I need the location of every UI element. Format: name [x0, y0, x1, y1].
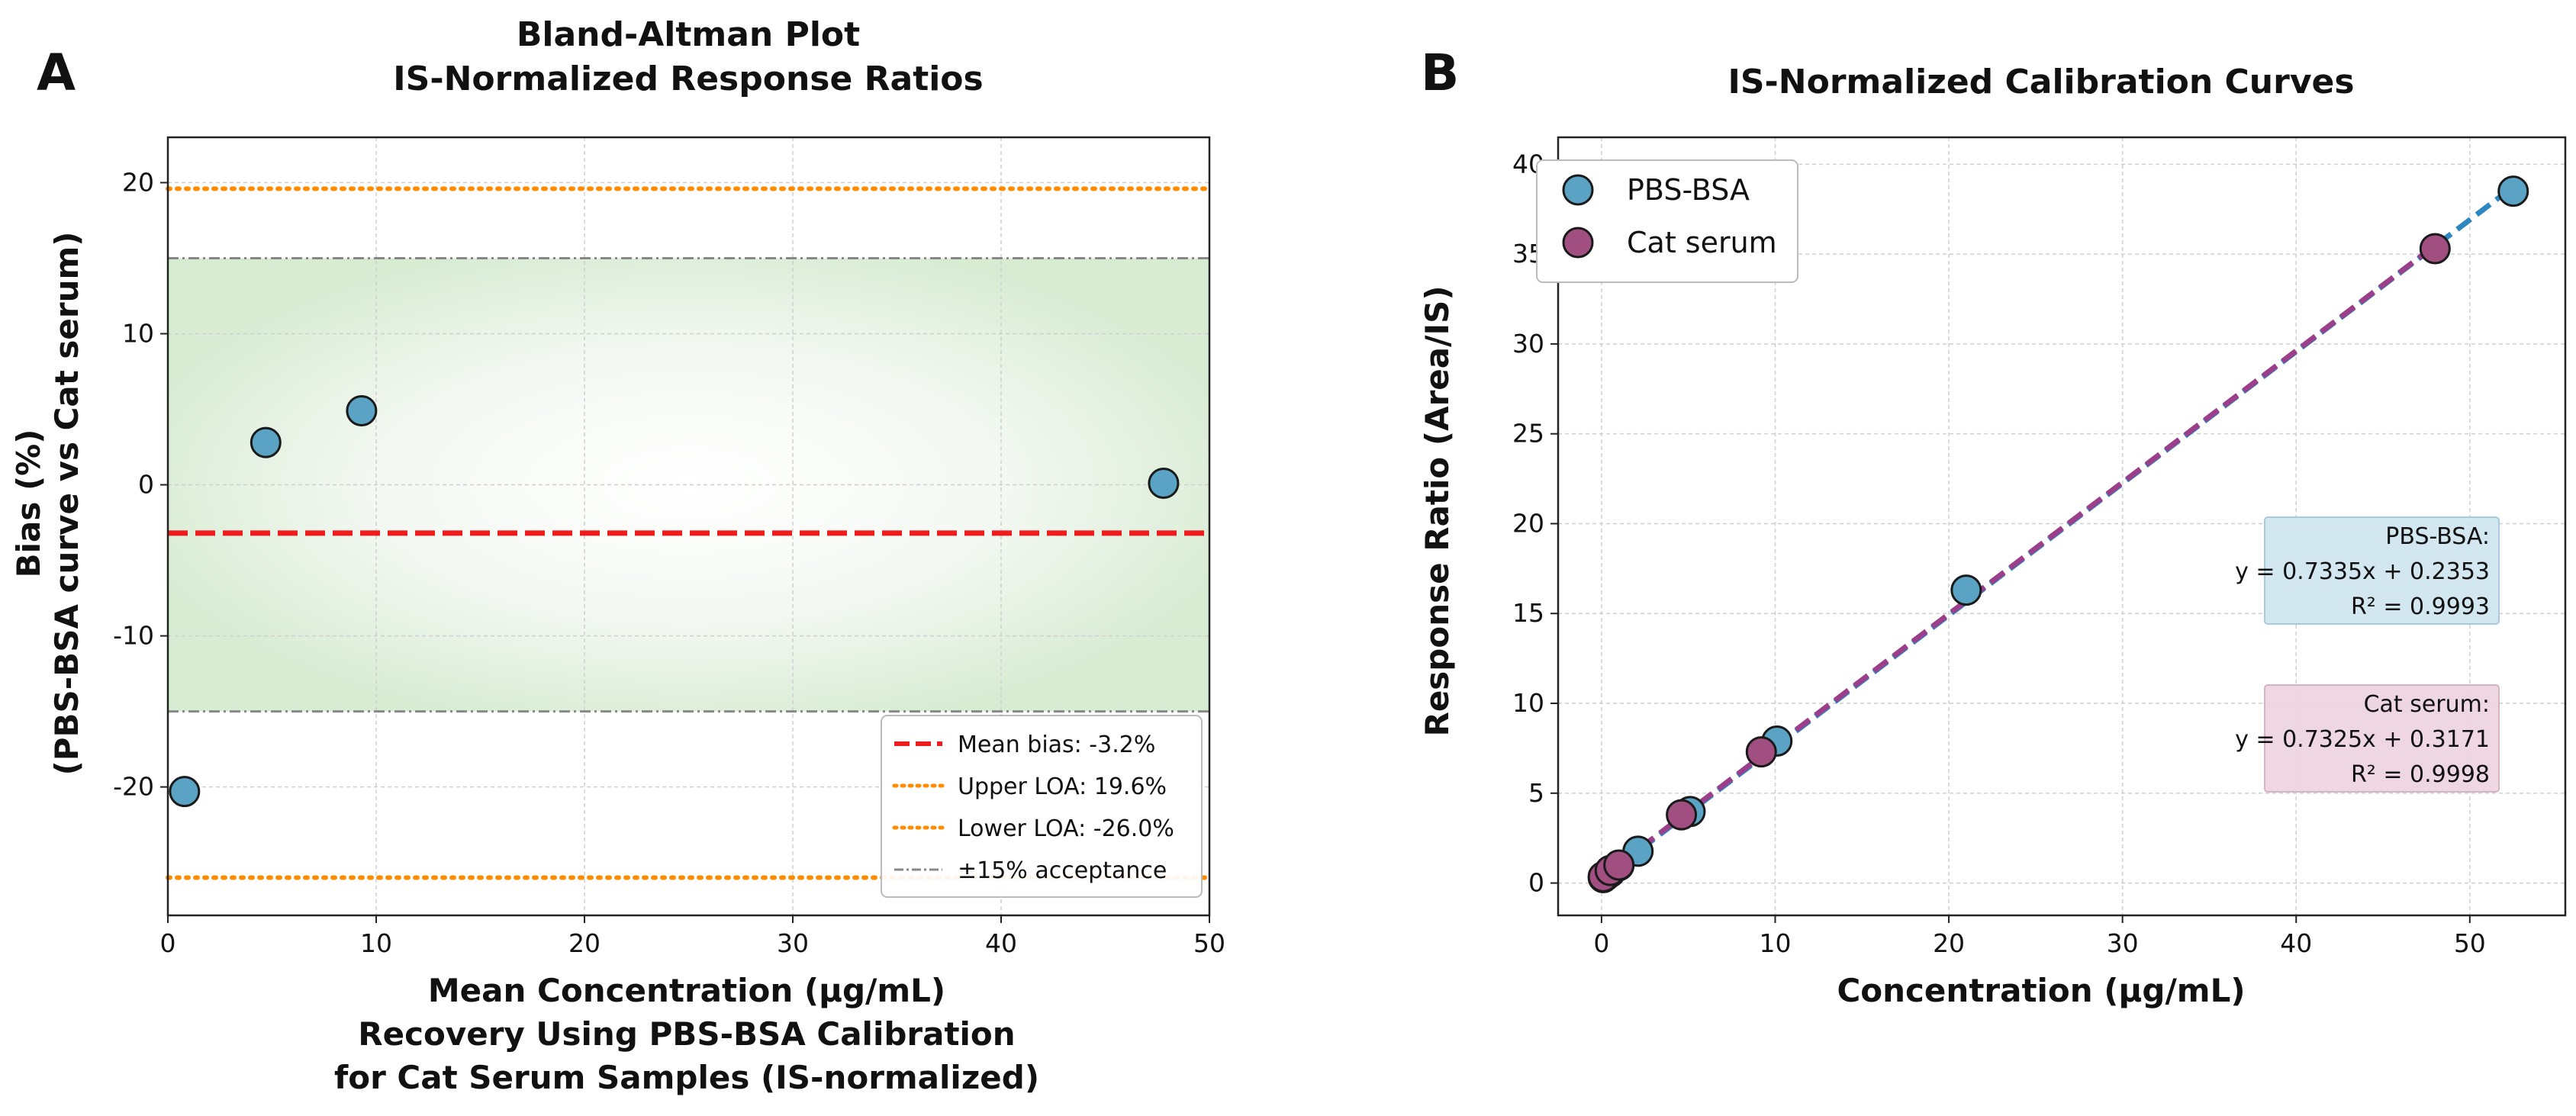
panel-b-frame	[1557, 136, 2567, 917]
bias-point	[346, 394, 378, 426]
panel-b-fit-lines	[1599, 185, 2515, 881]
panel-a-frame	[166, 136, 1211, 917]
panel-b-xtick-label: 10	[1759, 928, 1791, 958]
legend-acceptance-label: ±15% acceptance	[958, 857, 1167, 884]
pbs-bsa-point	[2497, 175, 2529, 207]
panel-a-xtick-label: 50	[1193, 928, 1225, 958]
pbs-bsa-equation: y = 0.7335x + 0.2353	[2235, 558, 2490, 585]
cat-serum-point	[2419, 233, 2451, 265]
legend-lower-loa-label: Lower LOA: -26.0%	[958, 815, 1174, 842]
legend-mean-bias-label: Mean bias: -3.2%	[958, 732, 1155, 758]
panel-a-ylabel-line1: Bias (%)	[10, 429, 47, 578]
panel-b: B IS-Normalized Calibration Curves 0 10 20…	[1418, 43, 2567, 1009]
panel-a-ylabel-line2: (PBS-BSA curve vs Cat serum)	[48, 232, 85, 776]
cat-serum-r-squared: R² = 0.9998	[2351, 761, 2490, 788]
panel-a-ytick-label: -10	[113, 621, 154, 651]
legend-cat-serum-marker	[1562, 227, 1594, 259]
panel-a-points	[169, 394, 1180, 808]
panel-b-ytick-label: 0	[1528, 868, 1544, 898]
panel-b-title: IS-Normalized Calibration Curves	[1728, 63, 2354, 101]
panel-b-xtick-label: 40	[2280, 928, 2312, 958]
panel-b-ytick-label: 25	[1512, 419, 1544, 449]
panel-a-xtick-label: 0	[160, 928, 176, 958]
acceptance-band	[168, 258, 1209, 712]
panel-a-legend-box	[881, 715, 1203, 898]
panel-b-letter: B	[1421, 43, 1459, 102]
cat-serum-equation-background	[2264, 684, 2500, 793]
panel-a-legend: Mean bias: -3.2% Upper LOA: 19.6% Lower …	[881, 715, 1203, 898]
pbs-bsa-equation-name: PBS-BSA:	[2385, 523, 2490, 550]
panel-a-letter: A	[37, 43, 76, 102]
legend-pbs-bsa-label: PBS-BSA	[1627, 173, 1750, 207]
panel-b-ytick-label: 15	[1512, 598, 1544, 628]
panel-b-legend: PBS-BSA Cat serum	[1536, 159, 1798, 283]
cat-serum-equation-name: Cat serum:	[2364, 691, 2490, 718]
panel-b-xtick-label: 0	[1593, 928, 1609, 958]
panel-b-points	[1587, 175, 2529, 894]
panel-a-ytick-label: -20	[113, 772, 154, 802]
cat-serum-fit-line	[1599, 243, 2437, 880]
panel-b-xlabel: Concentration (µg/mL)	[1837, 972, 2245, 1009]
panel-a-title: Bland-Altman Plot	[517, 15, 860, 54]
panel-a-xtick-label: 10	[360, 928, 392, 958]
bias-point	[1148, 468, 1180, 500]
panel-a-caption-line2: for Cat Serum Samples (IS-normalized)	[334, 1059, 1039, 1096]
panel-a-caption-line1: Recovery Using PBS-BSA Calibration	[358, 1015, 1015, 1053]
panel-a-xlabel: Mean Concentration (µg/mL)	[428, 972, 945, 1009]
pbs-bsa-equation-box: PBS-BSA: y = 0.7335x + 0.2353 R² = 0.999…	[2235, 516, 2500, 625]
cat-serum-point	[1666, 799, 1698, 831]
panel-b-ylabel: Response Ratio (Area/IS)	[1418, 285, 1456, 736]
panel-b-ytick-label: 20	[1512, 508, 1544, 538]
panel-a-xtick-label: 20	[568, 928, 601, 958]
panel-a-xtick-label: 40	[985, 928, 1017, 958]
panel-b-xtick-label: 50	[2454, 928, 2486, 958]
cat-serum-equation: y = 0.7325x + 0.3171	[2235, 726, 2490, 753]
legend-upper-loa-label: Upper LOA: 19.6%	[958, 773, 1167, 800]
panel-a-ticks: 0 10 20 30 40 50 -20 -10 0 10 20	[113, 167, 1225, 958]
panel-b-ytick-label: 30	[1512, 329, 1544, 359]
panel-a-subtitle: IS-Normalized Response Ratios	[393, 59, 983, 98]
panel-b-xtick-label: 30	[2107, 928, 2139, 958]
bias-point	[169, 776, 201, 808]
cat-serum-point	[1745, 736, 1777, 768]
panel-a-xtick-label: 30	[777, 928, 809, 958]
cat-serum-point	[1603, 849, 1635, 881]
panel-b-legend-box	[1536, 159, 1798, 283]
panel-a: A Bland-Altman Plot IS-Normalized Respon…	[10, 15, 1225, 1096]
panel-a-ytick-label: 20	[122, 167, 154, 197]
panel-b-xtick-label: 20	[1933, 928, 1965, 958]
pbs-bsa-equation-background	[2264, 516, 2500, 625]
legend-pbs-bsa-marker	[1562, 174, 1594, 206]
panel-a-ytick-label: 0	[138, 470, 154, 500]
legend-cat-serum-label: Cat serum	[1627, 226, 1777, 259]
bias-point	[250, 426, 282, 458]
panel-b-ytick-label: 10	[1512, 688, 1544, 718]
panel-a-ytick-label: 10	[122, 318, 154, 348]
pbs-bsa-r-squared: R² = 0.9993	[2351, 593, 2490, 620]
panel-b-ytick-label: 5	[1528, 778, 1544, 808]
pbs-bsa-point	[1950, 574, 1982, 606]
cat-serum-equation-box: Cat serum: y = 0.7325x + 0.3171 R² = 0.9…	[2235, 684, 2500, 793]
